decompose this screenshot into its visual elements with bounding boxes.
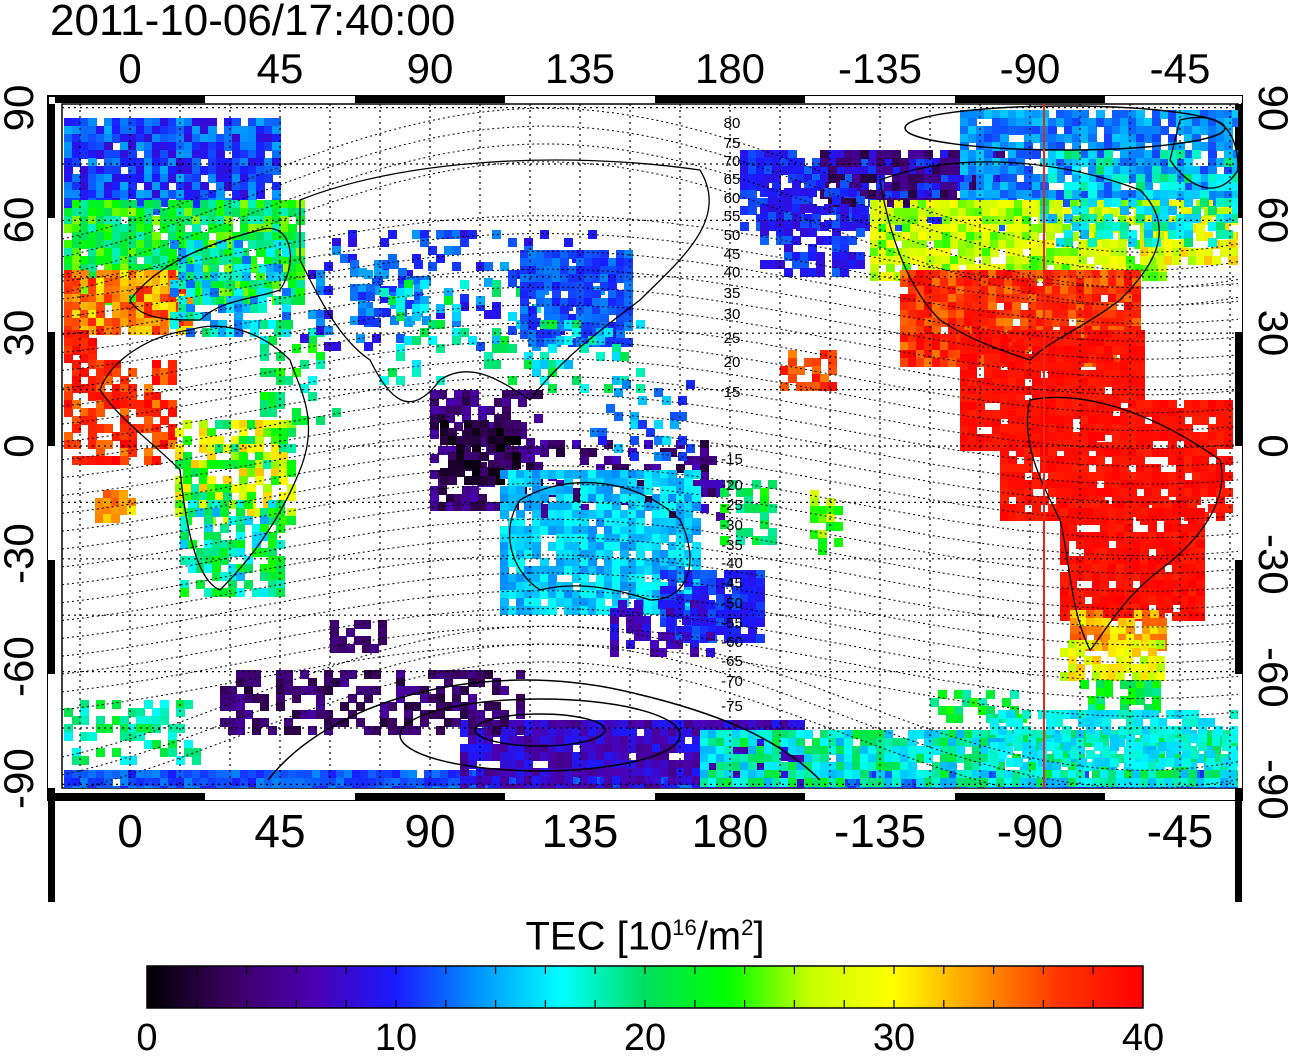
contour-label: -25 bbox=[721, 497, 743, 514]
right-lat-tick-label: 60 bbox=[1250, 195, 1292, 245]
contour-label: 20 bbox=[724, 354, 741, 371]
contour-label: -70 bbox=[721, 673, 743, 690]
colorbar-tick-label: 0 bbox=[136, 1018, 157, 1058]
contour-label: 70 bbox=[724, 153, 741, 170]
top-lon-tick-label: 45 bbox=[257, 46, 304, 92]
contour-label: 65 bbox=[724, 171, 741, 188]
contour-label: 35 bbox=[724, 285, 741, 302]
left-lat-tick-label: 60 bbox=[0, 195, 42, 245]
top-lon-tick-label: -90 bbox=[1000, 46, 1061, 92]
contour-label: -60 bbox=[721, 634, 743, 651]
right-lat-tick-label: -30 bbox=[1250, 534, 1292, 584]
colorbar-tick-label: 20 bbox=[624, 1018, 666, 1058]
right-lat-tick-label: 0 bbox=[1250, 421, 1292, 471]
contour-label: -35 bbox=[721, 537, 743, 554]
colorbar-title: TEC [1016/m2] bbox=[465, 904, 825, 960]
colorbar-tick-label: 10 bbox=[375, 1018, 417, 1058]
left-lat-tick-label: -90 bbox=[0, 759, 42, 809]
contour-label: 40 bbox=[724, 264, 741, 281]
top-lon-tick-label: 0 bbox=[118, 46, 141, 92]
top-lon-tick-label: 90 bbox=[407, 46, 454, 92]
right-lat-tick-label: 90 bbox=[1250, 83, 1292, 133]
contour-label: 50 bbox=[724, 227, 741, 244]
bottom-lon-tick-label: -135 bbox=[834, 808, 926, 854]
contour-label: 15 bbox=[724, 384, 741, 401]
left-lat-tick-label: 90 bbox=[0, 83, 42, 133]
contour-label: 55 bbox=[724, 208, 741, 225]
top-lon-tick-label: -45 bbox=[1150, 46, 1211, 92]
left-lat-tick-label: -60 bbox=[0, 647, 42, 697]
top-lon-tick-label: 135 bbox=[545, 46, 615, 92]
bottom-lon-tick-label: -45 bbox=[1147, 808, 1213, 854]
bottom-lon-tick-label: 45 bbox=[254, 808, 305, 854]
right-lat-tick-label: -90 bbox=[1250, 759, 1292, 809]
contour-label: 30 bbox=[724, 306, 741, 323]
bottom-lon-tick-label: -90 bbox=[997, 808, 1063, 854]
left-lat-tick-label: 0 bbox=[0, 421, 42, 471]
bottom-lon-tick-label: 180 bbox=[692, 808, 769, 854]
contour-label: -20 bbox=[721, 477, 743, 494]
contour-label: -50 bbox=[721, 595, 743, 612]
left-lat-tick-label: -30 bbox=[0, 534, 42, 584]
bottom-lon-tick-label: 90 bbox=[404, 808, 455, 854]
contour-label: -45 bbox=[721, 575, 743, 592]
contour-label: -55 bbox=[721, 615, 743, 632]
bottom-lon-tick-label: 0 bbox=[117, 808, 143, 854]
bottom-lon-tick-label: 135 bbox=[542, 808, 619, 854]
right-lat-tick-label: -60 bbox=[1250, 647, 1292, 697]
contour-label: -15 bbox=[721, 451, 743, 468]
contour-label: -40 bbox=[721, 555, 743, 572]
contour-label: -65 bbox=[721, 653, 743, 670]
contour-label: 25 bbox=[724, 330, 741, 347]
contour-label: 45 bbox=[724, 246, 741, 263]
contour-label: -30 bbox=[721, 517, 743, 534]
top-lon-tick-label: -135 bbox=[838, 46, 922, 92]
colorbar-tick-label: 40 bbox=[1122, 1018, 1164, 1058]
contour-label: -75 bbox=[721, 698, 743, 715]
contour-label: 75 bbox=[724, 135, 741, 152]
colorbar-tick-label: 30 bbox=[873, 1018, 915, 1058]
contour-label: 60 bbox=[724, 190, 741, 207]
left-lat-tick-label: 30 bbox=[0, 308, 42, 358]
top-lon-tick-label: 180 bbox=[695, 46, 765, 92]
right-lat-tick-label: 30 bbox=[1250, 308, 1292, 358]
contour-label: 80 bbox=[724, 115, 741, 132]
